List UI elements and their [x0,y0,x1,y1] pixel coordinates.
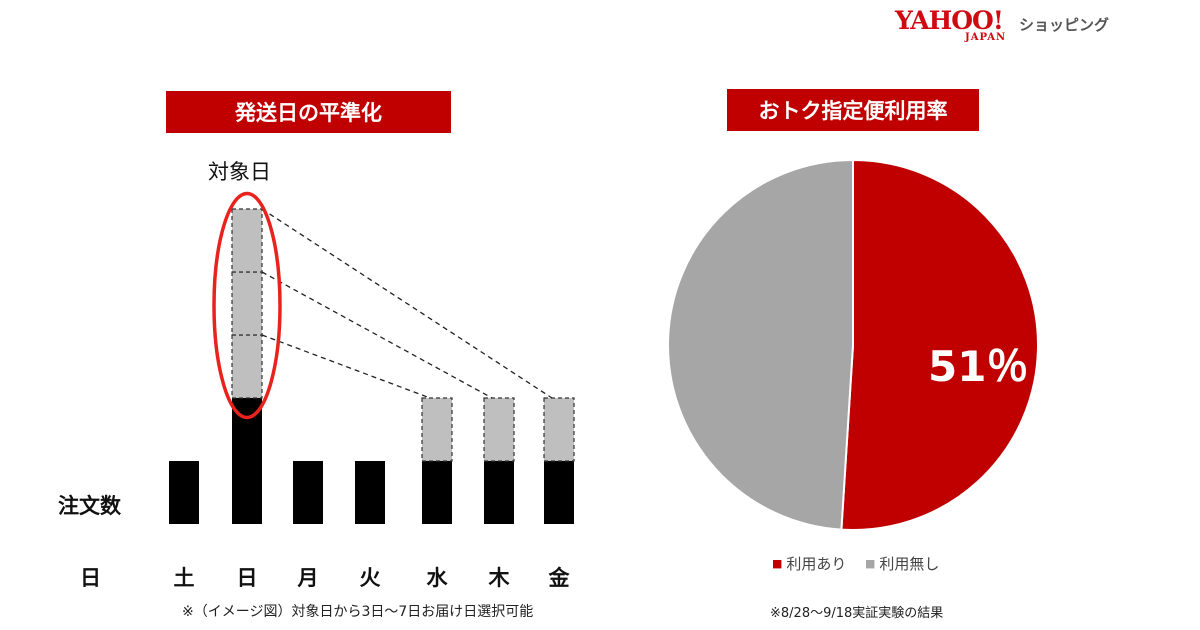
tick-label: 土 [173,566,195,590]
logo-service: ショッピング [1019,16,1110,34]
pie-slice-unused [666,158,854,531]
tick-label: 火 [359,566,381,590]
legend-item-unused: ■ 利用無し [865,553,939,574]
pie-slice-used [840,158,1039,531]
pie-chart-note: ※8/28～9/18実証実験の結果 [770,606,944,621]
tick-label: 水 [426,566,448,590]
shift-connector [261,208,553,399]
bar-chart-note: ※（イメージ図）対象日から3日～7日お届け日選択可能 [182,604,534,620]
target-day-highlight-ring [212,191,282,420]
legend-label-unused: 利用無し [879,555,940,573]
y-axis-label: 注文数 [58,494,121,518]
bar-金 [544,461,574,524]
pie-chart-title: おトク指定便利用率 [727,89,979,131]
shift-connector [261,271,493,399]
shifted-segment-日 [231,334,263,399]
shifted-segment-木 [483,397,515,462]
yahoo-shopping-logo[interactable]: YAHOO! JAPAN ショッピング [895,6,1115,46]
bar-chart-title: 発送日の平準化 [166,91,451,133]
shifted-segment-日 [231,271,263,336]
legend-swatch-unused: ■ [865,557,876,570]
tick-label: 木 [488,566,510,590]
logo-sub: JAPAN [965,32,1007,43]
legend-item-used: ■ 利用あり [772,553,846,574]
bar-水 [422,461,452,524]
tick-label: 日 [236,566,258,590]
shifted-segment-水 [421,397,453,462]
bar-火 [355,461,385,524]
shifted-segment-日 [231,208,263,273]
tick-label: 金 [548,566,570,590]
shift-connector [261,334,431,399]
legend-label-used: 利用あり [786,555,847,573]
bar-土 [169,461,199,524]
legend-swatch-used: ■ [772,557,783,570]
shifted-segment-金 [543,397,575,462]
bar-月 [293,461,323,524]
pie-data-label: 51％ [928,342,1029,391]
target-day-annotation: 対象日 [208,160,271,184]
bar-木 [484,461,514,524]
x-axis-label: 日 [80,566,101,590]
tick-label: 月 [297,566,319,590]
logo-text: YAHOO! [895,6,1004,35]
